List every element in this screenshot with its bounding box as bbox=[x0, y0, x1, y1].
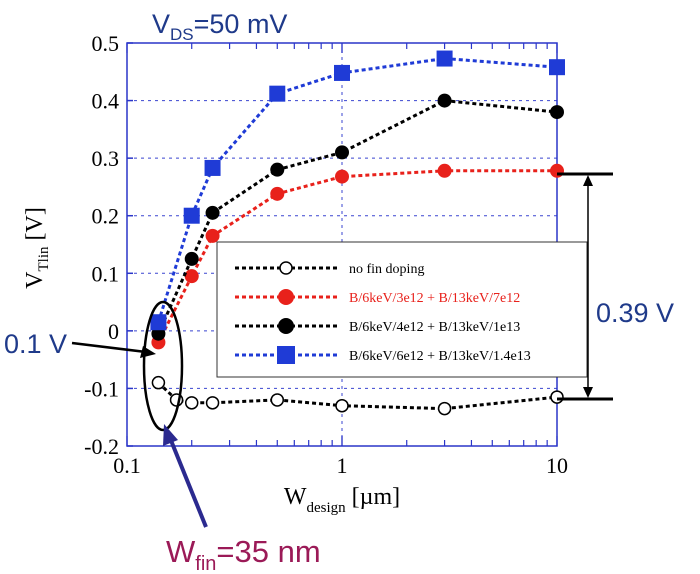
small-shift-arrow-line bbox=[71, 341, 147, 354]
data-point bbox=[279, 261, 293, 275]
fin-width-label: Wfin=35 nm bbox=[166, 534, 321, 574]
data-point bbox=[183, 207, 200, 224]
data-point bbox=[436, 50, 453, 67]
data-point bbox=[437, 93, 452, 108]
data-point bbox=[269, 85, 286, 102]
x-tick-label: 1 bbox=[337, 453, 348, 478]
small-shift-arrow-head bbox=[140, 346, 156, 358]
data-point bbox=[204, 159, 221, 176]
legend-item: no fin doping bbox=[235, 261, 424, 277]
fin-arrow-head bbox=[163, 424, 178, 446]
data-point bbox=[335, 169, 349, 184]
data-point bbox=[151, 326, 166, 341]
series-layer bbox=[150, 50, 565, 416]
series-2 bbox=[151, 93, 564, 341]
legend-label: no fin doping bbox=[349, 262, 424, 277]
data-point bbox=[437, 401, 452, 416]
y-tick-label: 0 bbox=[108, 319, 119, 344]
data-point bbox=[335, 145, 349, 160]
data-point bbox=[335, 398, 349, 413]
fin-arrow-line bbox=[168, 437, 208, 528]
x-tick-label: 10 bbox=[546, 453, 568, 478]
y-tick-label: 0.4 bbox=[92, 89, 120, 114]
svg-text:VTlin [V]: VTlin [V] bbox=[22, 207, 52, 289]
data-point bbox=[151, 375, 166, 390]
y-tick-label: 0.5 bbox=[92, 31, 120, 56]
y-tick-label: 0.1 bbox=[92, 261, 120, 286]
delta-arrow-head-bottom bbox=[583, 387, 593, 398]
data-point bbox=[184, 396, 199, 410]
x-tick-label: 0.1 bbox=[113, 453, 141, 478]
y-tick-label: 0.2 bbox=[92, 204, 120, 229]
data-point bbox=[205, 205, 220, 220]
data-point bbox=[278, 318, 294, 334]
delta-arrow-head-top bbox=[583, 175, 593, 186]
x-axis-label: Wdesign [µm] bbox=[284, 484, 400, 516]
legend-label: B/6keV/6e12 + B/13keV/1.4e13 bbox=[349, 349, 531, 364]
condition-label: VDS=50 mV bbox=[152, 9, 287, 44]
small-shift-annotation: 0.1 V bbox=[4, 329, 156, 359]
small-shift-label: 0.1 V bbox=[4, 329, 67, 359]
data-point bbox=[205, 396, 220, 410]
axis-ticks: -0.2 -0.1 0 0.1 0.2 0.3 0.4 0.5 0.1 1 10 bbox=[84, 31, 568, 478]
series-3 bbox=[150, 50, 565, 331]
data-point bbox=[334, 64, 350, 81]
delta-label: 0.39 V bbox=[596, 298, 674, 328]
fin-width-annotation: Wfin=35 nm bbox=[163, 424, 321, 574]
y-tick-label: 0.3 bbox=[92, 146, 120, 171]
legend-item: B/6keV/4e12 + B/13keV/1e13 bbox=[235, 318, 520, 335]
data-point bbox=[277, 346, 295, 364]
legend-item: B/6keV/3e12 + B/13keV/7e12 bbox=[235, 289, 520, 306]
data-point bbox=[550, 105, 564, 120]
data-point bbox=[205, 228, 220, 243]
legend: no fin doping B/6keV/3e12 + B/13keV/7e12 B… bbox=[216, 241, 588, 378]
data-point bbox=[270, 393, 285, 407]
data-point bbox=[550, 390, 564, 404]
legend-label: B/6keV/4e12 + B/13keV/1e13 bbox=[349, 320, 520, 335]
data-point bbox=[549, 59, 565, 76]
data-point bbox=[150, 314, 167, 331]
data-point bbox=[184, 269, 199, 284]
data-point bbox=[270, 162, 285, 177]
data-point bbox=[437, 163, 452, 178]
series-1 bbox=[151, 163, 564, 350]
delta-annotation: 0.39 V bbox=[557, 172, 674, 401]
legend-item: B/6keV/6e12 + B/13keV/1.4e13 bbox=[235, 346, 531, 364]
series-0 bbox=[151, 375, 564, 416]
y-tick-label: -0.2 bbox=[84, 434, 119, 459]
data-point bbox=[550, 163, 564, 178]
data-point bbox=[278, 289, 294, 305]
legend-label: B/6keV/3e12 + B/13keV/7e12 bbox=[349, 291, 520, 306]
y-tick-label: -0.1 bbox=[84, 376, 119, 401]
highlight-ellipse bbox=[142, 300, 184, 432]
data-point bbox=[184, 251, 199, 266]
y-axis-label: VTlin [V] bbox=[22, 207, 52, 289]
series-line bbox=[157, 381, 558, 411]
data-point bbox=[270, 186, 285, 201]
